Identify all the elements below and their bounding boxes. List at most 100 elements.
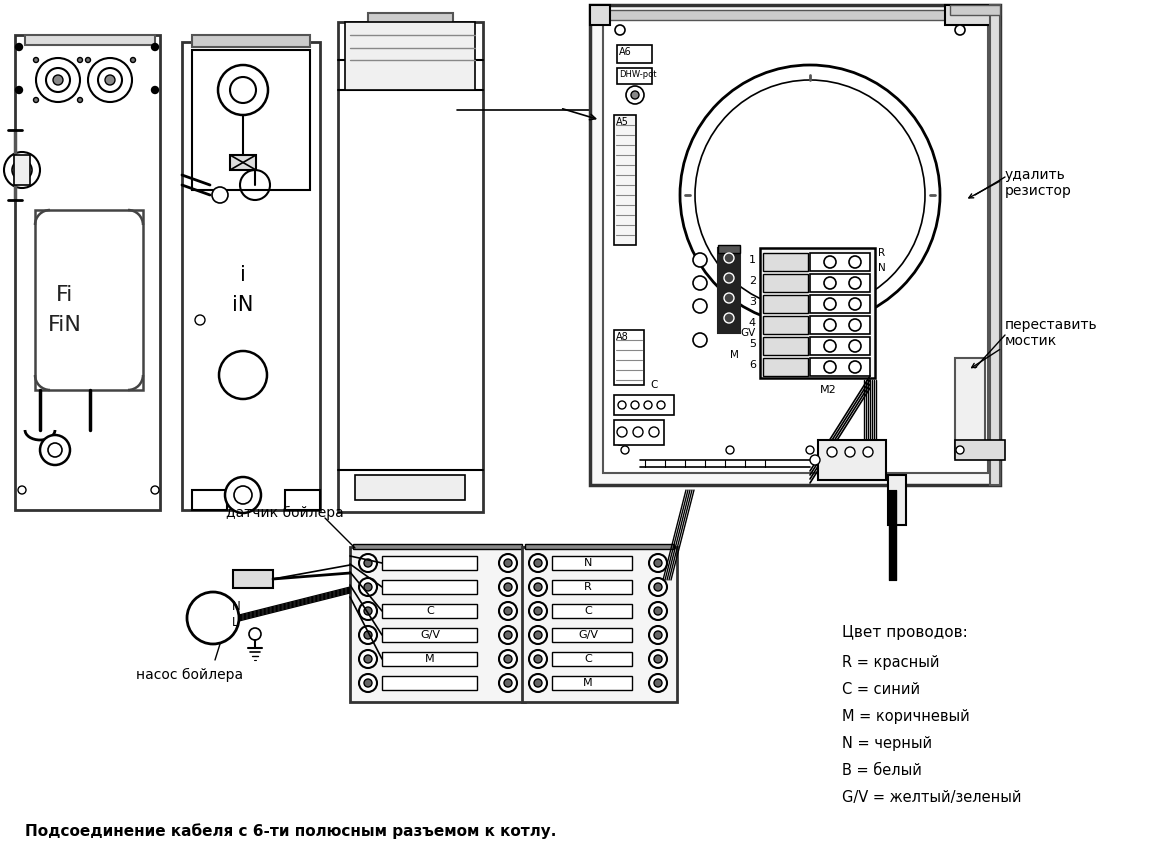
Bar [192,35,311,47]
Text: B = белый: B = белый [842,763,922,778]
Circle shape [615,435,625,445]
Text: A6: A6 [619,47,632,57]
Circle shape [649,578,668,596]
Circle shape [621,446,629,454]
Circle shape [534,583,542,591]
Circle shape [359,554,377,572]
Bar [552,604,632,618]
Bar [381,580,477,594]
Text: C: C [584,606,592,616]
Circle shape [364,583,372,591]
Text: Подсоединение кабеля с 6-ти полюсным разъемом к котлу.: Подсоединение кабеля с 6-ти полюсным раз… [24,823,556,839]
Bar [809,316,870,334]
Circle shape [649,602,668,620]
Bar [602,18,989,473]
Bar [522,547,677,702]
Text: Цвет проводов:: Цвет проводов: [842,625,968,640]
Bar [763,253,808,271]
Bar [618,45,652,63]
Circle shape [649,626,668,644]
Circle shape [529,578,547,596]
Circle shape [809,455,820,465]
Bar [809,358,870,376]
Circle shape [825,340,836,352]
Text: насос бойлера: насос бойлера [136,668,243,682]
Circle shape [499,650,518,668]
Circle shape [47,68,70,92]
Text: G/V: G/V [578,630,598,640]
Circle shape [98,68,122,92]
Circle shape [219,351,267,399]
Circle shape [693,333,707,347]
Circle shape [846,447,855,457]
Circle shape [825,319,836,331]
Circle shape [151,44,158,51]
Circle shape [534,607,542,615]
Circle shape [849,298,861,310]
Bar [354,544,522,549]
Bar [990,5,1000,485]
Circle shape [654,607,662,615]
Bar [230,155,256,170]
Circle shape [529,554,547,572]
Circle shape [499,626,518,644]
Text: i: i [240,265,245,285]
Circle shape [499,554,518,572]
Circle shape [15,87,22,94]
Circle shape [230,77,256,103]
Bar [946,5,1000,25]
Circle shape [86,57,91,63]
Circle shape [364,631,372,639]
Circle shape [825,256,836,268]
Bar [955,440,1005,460]
Bar [763,274,808,292]
Circle shape [726,446,734,454]
Circle shape [34,98,38,102]
Text: N: N [878,263,886,273]
Circle shape [534,679,542,687]
Circle shape [359,602,377,620]
Text: N: N [231,600,241,613]
Bar [381,556,477,570]
Circle shape [359,650,377,668]
Bar [192,490,227,510]
Text: 6: 6 [749,360,756,370]
Bar [955,358,985,458]
Text: DHW-pot: DHW-pot [619,70,656,79]
Circle shape [693,299,707,313]
Circle shape [649,674,668,692]
Bar [552,580,632,594]
Text: C: C [584,654,592,664]
Circle shape [654,583,662,591]
Bar [763,316,808,334]
Circle shape [187,592,240,644]
Circle shape [633,427,643,437]
Bar [552,676,632,690]
Text: FiN: FiN [48,315,81,335]
Circle shape [695,80,925,310]
Circle shape [499,602,518,620]
Circle shape [956,446,964,454]
Circle shape [825,298,836,310]
Circle shape [12,160,33,180]
Bar [338,22,483,512]
Circle shape [359,578,377,596]
Text: M: M [583,678,593,688]
Bar [950,5,1000,15]
Text: R = красный: R = красный [842,655,940,670]
Bar [233,570,273,588]
Circle shape [151,87,158,94]
Bar [602,10,989,20]
Circle shape [657,401,665,409]
Bar [618,68,652,84]
Circle shape [680,65,940,325]
Circle shape [649,554,668,572]
Circle shape [654,679,662,687]
Circle shape [499,674,518,692]
Text: переставить
мостик: переставить мостик [1005,318,1098,348]
Bar [718,248,740,333]
Circle shape [725,293,734,303]
Circle shape [249,628,261,640]
Text: M = коричневый: M = коричневый [842,709,970,724]
Text: G/V = желтый/зеленый: G/V = желтый/зеленый [842,790,1021,805]
